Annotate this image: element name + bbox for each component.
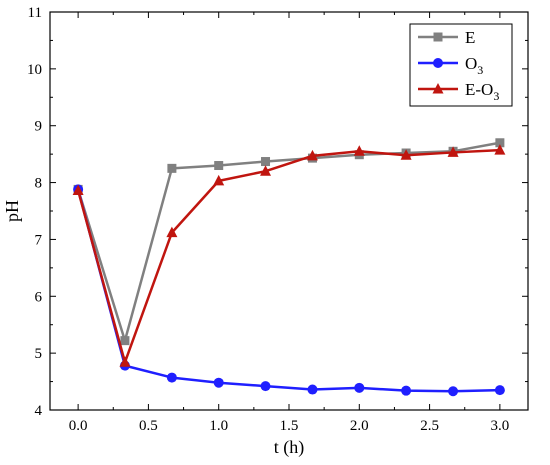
legend-label-subscript: 3 [493,89,499,103]
data-point [214,161,224,171]
data-point [448,386,459,397]
data-point [119,356,131,367]
data-point [401,385,412,396]
legend-label: E [465,28,475,47]
x-tick-label: 3.0 [491,418,510,434]
data-point [260,165,272,176]
legend-swatch-marker [432,83,444,94]
data-point [447,146,459,157]
legend-item: E [418,28,475,47]
legend-label: O3 [465,54,483,77]
legend-swatch-marker [433,32,443,42]
data-point [213,377,224,388]
data-point [353,145,365,156]
series-line [76,148,500,364]
x-axis: 0.0 0.5 1.0 1.5 2.0 2.5 3.0 [69,12,510,434]
y-axis: 4 5 6 7 8 9 10 11 [27,5,528,419]
series-1 [73,184,505,397]
legend-label: E-O3 [465,80,499,103]
data-point [306,149,318,161]
data-point [167,163,177,173]
data-point [72,184,84,196]
series-layer [72,138,506,397]
data-point [213,174,225,186]
x-tick-label: 0.5 [139,418,158,434]
data-point [120,336,130,346]
data-point [494,144,506,155]
data-point [307,384,318,395]
legend-swatch-marker [433,58,443,68]
data-point [166,226,178,238]
legend-item: O3 [418,54,483,77]
x-tick-label: 2.0 [350,418,369,434]
series-0 [73,138,505,346]
data-point [495,138,505,148]
y-axis-title: pH [2,200,22,222]
x-tick-label: 1.5 [280,418,299,434]
x-tick-label: 2.5 [420,418,439,434]
legend-label-subscript: 3 [477,63,483,77]
legend-label-main: O [465,54,477,73]
data-point [400,149,412,160]
data-point [354,382,365,393]
data-point [166,372,177,383]
y-tick-label: 9 [35,119,43,135]
data-point [261,157,271,167]
x-axis-title: t (h) [274,437,305,458]
series-line [76,189,500,393]
data-point [494,385,505,396]
series-2 [72,144,506,367]
series-line [76,141,501,342]
y-tick-label: 7 [35,232,43,248]
legend-label-main: E [465,28,475,47]
x-tick-label: 0.0 [69,418,88,434]
y-tick-label: 5 [35,346,43,362]
data-point [260,381,271,392]
y-tick-label: 11 [28,5,42,21]
legend-label-main: E-O [465,80,493,99]
y-tick-label: 6 [35,289,43,305]
y-tick-label: 8 [35,176,43,192]
y-tick-label: 4 [35,403,43,419]
y-tick-label: 10 [27,62,42,78]
x-tick-label: 1.0 [209,418,228,434]
legend-item: E-O3 [418,80,499,103]
